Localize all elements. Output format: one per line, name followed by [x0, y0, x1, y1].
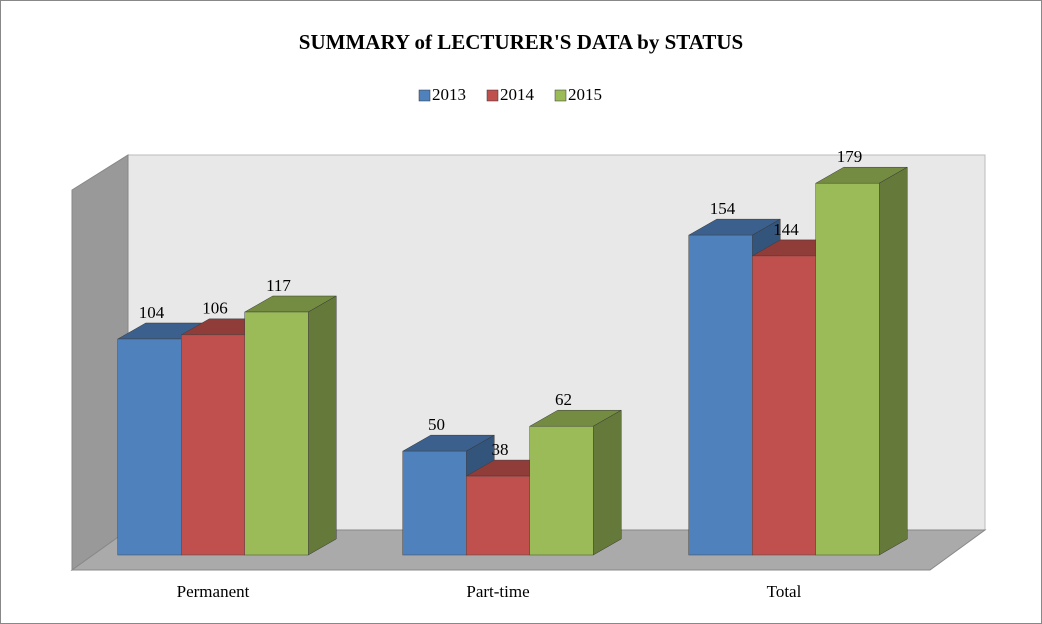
bar — [688, 234, 753, 556]
chart-title: SUMMARY of LECTURER'S DATA by STATUS — [299, 30, 743, 54]
legend-label: 2014 — [500, 85, 535, 104]
x-tick-label: Permanent — [177, 582, 250, 601]
bar-side-shade — [308, 295, 337, 555]
legend-swatch — [554, 89, 567, 102]
data-label: 154 — [710, 199, 736, 218]
data-label: 62 — [555, 390, 572, 409]
bar-top-shade — [688, 219, 781, 236]
x-tick-label: Part-time — [466, 582, 529, 601]
legend-swatch — [486, 89, 499, 102]
bar-top-shade — [244, 295, 337, 312]
bar — [181, 334, 245, 556]
bar — [815, 182, 880, 556]
bar-top-shade — [402, 435, 495, 452]
legend-label: 2015 — [568, 85, 602, 104]
data-label: 179 — [837, 147, 863, 166]
data-label: 144 — [773, 220, 799, 239]
bar — [752, 255, 816, 556]
bar-top-shade — [529, 410, 622, 427]
bar-side-shade — [879, 167, 908, 556]
data-label: 38 — [492, 440, 509, 459]
data-label: 104 — [139, 303, 165, 322]
legend-label: 2013 — [432, 85, 466, 104]
bar — [244, 311, 309, 556]
x-tick-label: Total — [767, 582, 802, 601]
bar-top-shade — [815, 167, 908, 184]
bar — [466, 475, 530, 556]
bar — [402, 450, 467, 556]
data-label: 106 — [202, 299, 228, 318]
data-label: 50 — [428, 415, 445, 434]
bar — [529, 425, 594, 556]
bar — [117, 338, 182, 556]
legend-swatch — [418, 89, 431, 102]
data-label: 117 — [266, 276, 291, 295]
bar-side-shade — [593, 410, 622, 555]
